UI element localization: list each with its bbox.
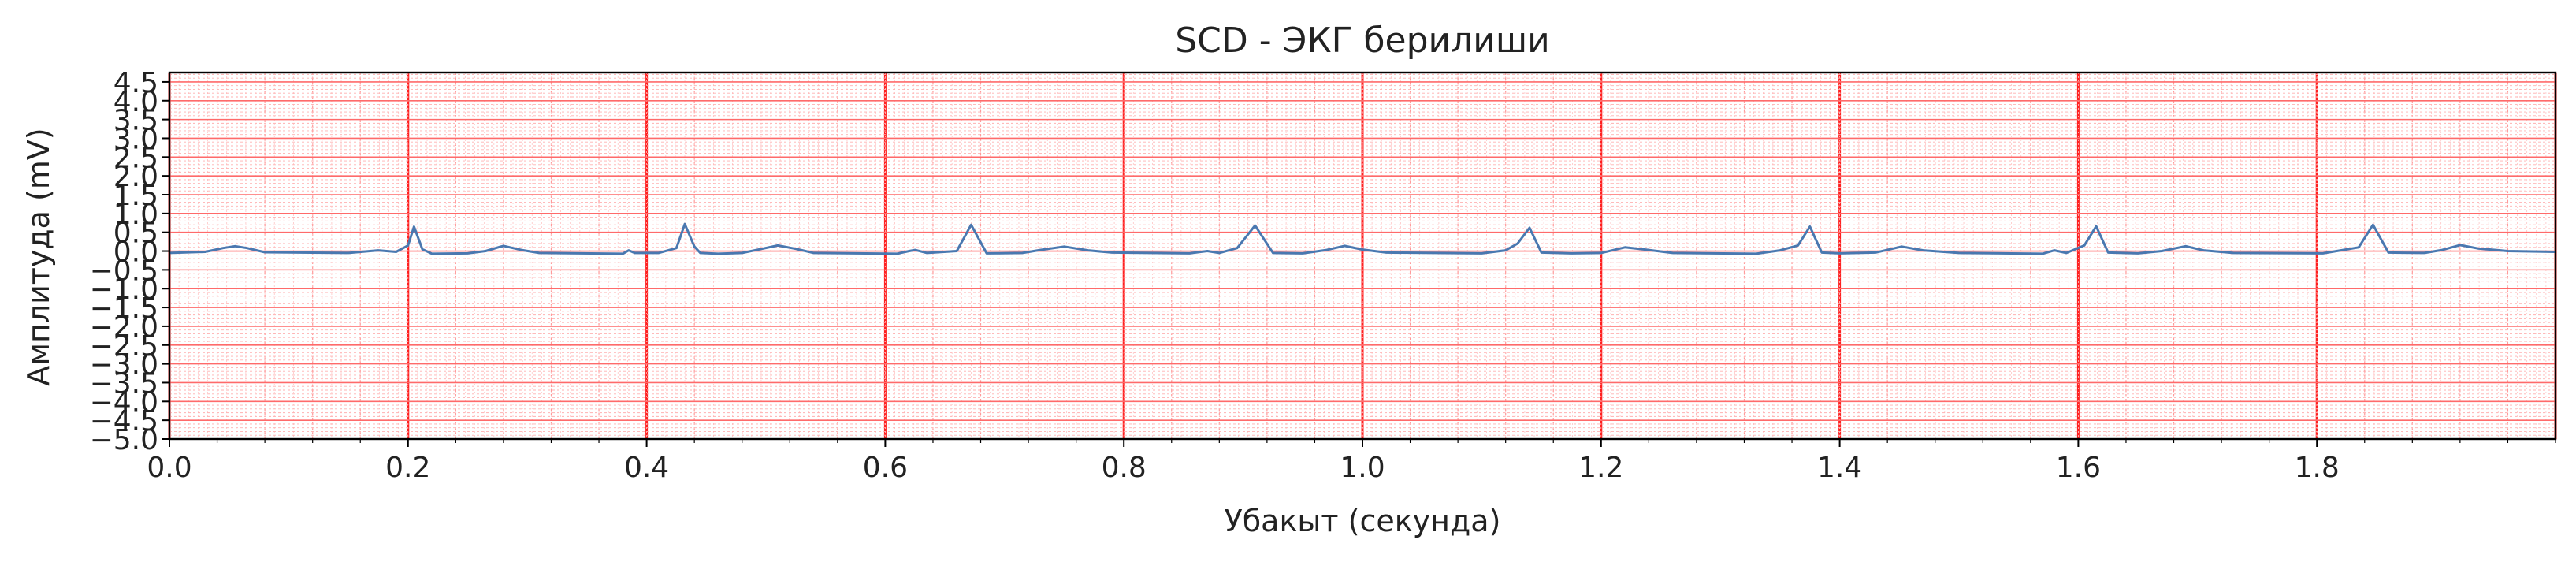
x-axis-label: Убакыт (секунда)	[1225, 504, 1501, 538]
y-axis-label: Амплитуда (mV)	[21, 128, 56, 385]
y-tick-label: 0.0	[113, 236, 158, 269]
x-tick-label: 1.0	[1340, 452, 1385, 484]
y-tick-label: 3.0	[113, 123, 158, 155]
x-tick-label: 1.8	[2295, 452, 2340, 484]
y-tick-label: −2.5	[90, 330, 158, 363]
y-tick-label: 2.5	[113, 142, 158, 174]
y-tick-label: 0.5	[113, 218, 158, 250]
x-tick-label: 1.4	[1817, 452, 1862, 484]
y-tick-label: 1.0	[113, 199, 158, 231]
chart-title: SCD - ЭКГ берилиши	[1175, 20, 1549, 61]
grid-layer	[168, 73, 2557, 440]
x-tick-label: 0.2	[385, 452, 430, 484]
y-tick-label: −3.0	[90, 349, 158, 381]
y-tick-label: 4.0	[113, 86, 158, 118]
y-tick-label: −3.5	[90, 367, 158, 400]
y-tick-label: −1.0	[90, 274, 158, 306]
series-layer	[169, 222, 2556, 255]
y-tick-label: 4.5	[113, 67, 158, 99]
y-tick-label: 3.5	[113, 105, 158, 137]
y-tick-label: −5.0	[90, 424, 158, 456]
y-tick-label: −0.5	[90, 255, 158, 287]
y-tick-label: −2.0	[90, 311, 158, 344]
x-tick-label: 1.6	[2056, 452, 2101, 484]
axes-layer: 0.0 0.2 0.4 0.6 0.8 1.0 1.2 1.4 1.6 1.8 −5.0−4.5−4…	[90, 67, 2557, 484]
x-tick-label: 1.2	[1578, 452, 1623, 484]
x-tick-label: 0.6	[863, 452, 908, 484]
y-tick-label: 2.0	[113, 161, 158, 193]
x-tick-label: 0.0	[147, 452, 191, 484]
y-tick-label: 1.5	[113, 180, 158, 212]
x-tick-label: 0.4	[624, 452, 669, 484]
y-tick-label: −4.5	[90, 405, 158, 437]
y-tick-label: −4.0	[90, 386, 158, 419]
y-tick-label: −1.5	[90, 292, 158, 325]
ecg-series-line	[169, 222, 2556, 255]
x-tick-label: 0.8	[1102, 452, 1147, 484]
